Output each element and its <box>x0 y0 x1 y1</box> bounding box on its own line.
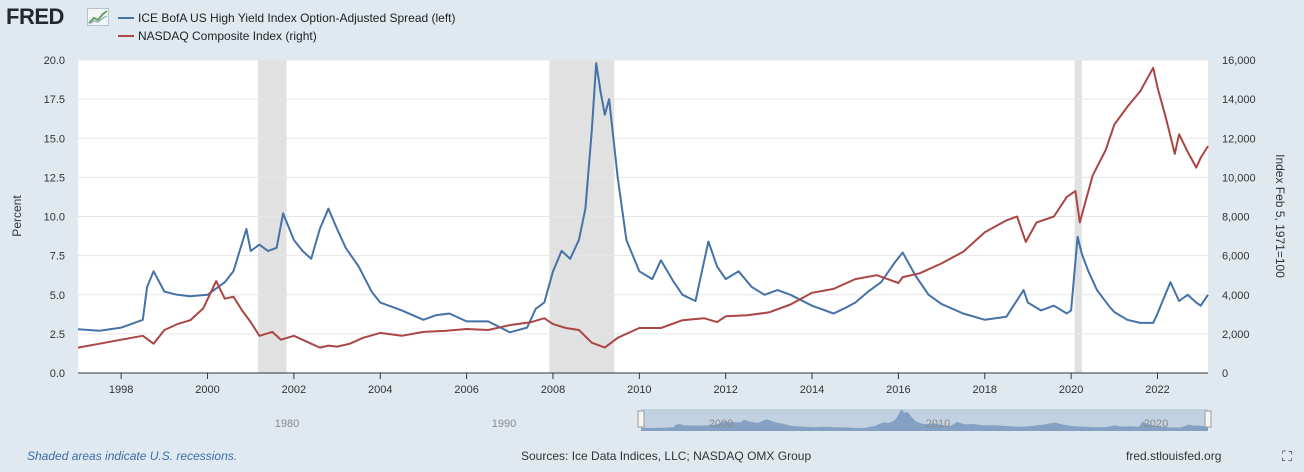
fred-logo[interactable]: FRED <box>6 4 64 29</box>
series-line-nasdaq <box>77 66 1209 349</box>
range-navigator[interactable]: 1980 1990 2000 2010 2020 <box>78 408 1212 432</box>
x-tick-label: 2020 <box>1059 384 1083 396</box>
right-tick-label: 0 <box>1222 368 1228 380</box>
legend-swatch-blue <box>118 17 134 19</box>
x-tick-label: 2010 <box>627 384 651 396</box>
x-tick-label: 2004 <box>368 384 392 396</box>
navigator-series-area <box>641 409 1208 431</box>
right-tick-label: 2,000 <box>1222 329 1250 341</box>
right-tick-label: 12,000 <box>1222 133 1256 145</box>
left-tick-label: 7.5 <box>50 251 65 263</box>
fullscreen-icon[interactable]: ⛶ <box>1282 448 1292 464</box>
left-tick-label: 20.0 <box>44 55 65 67</box>
right-tick-label: 6,000 <box>1222 251 1250 263</box>
x-tick-label: 2002 <box>282 384 306 396</box>
x-tick-label: 2016 <box>886 384 910 396</box>
left-tick-label: 5.0 <box>50 290 65 302</box>
x-tick-label: 2008 <box>541 384 565 396</box>
navigator-labels: 1980 1990 2000 2010 2020 <box>275 418 1168 430</box>
right-tick-label: 14,000 <box>1222 94 1256 106</box>
left-tick-label: 10.0 <box>44 212 65 224</box>
left-tick-label: 0.0 <box>50 368 65 380</box>
left-tick-label: 2.5 <box>50 329 65 341</box>
left-tick-label: 17.5 <box>44 94 65 106</box>
x-tick-label: 2012 <box>713 384 737 396</box>
navigator-year-label: 2010 <box>926 418 950 430</box>
legend-label-hy-spread: ICE BofA US High Yield Index Option-Adju… <box>138 11 456 25</box>
series-lines <box>77 62 1209 349</box>
chart-svg: 0.0 2.5 5.0 7.5 10.0 12.5 15.0 17.5 20.0 0 2,000 4… <box>10 55 1287 432</box>
fred-chart-icon <box>87 8 109 26</box>
left-tick-label: 15.0 <box>44 133 65 145</box>
left-tick-label: 12.5 <box>44 172 65 184</box>
x-tick-label: 2006 <box>454 384 478 396</box>
navigator-handle-left[interactable] <box>637 410 645 428</box>
x-axis-ticks: 1998 2000 2002 2004 2006 2008 2010 2012 2014 2016… <box>109 373 1170 396</box>
right-axis-ticks: 0 2,000 4,000 6,000 8,000 10,000 12,000 14,000 1… <box>1222 55 1256 380</box>
left-axis-label: Percent <box>10 195 24 237</box>
x-tick-label: 2000 <box>195 384 219 396</box>
chart-legend: ICE BofA US High Yield Index Option-Adju… <box>118 9 456 45</box>
sources-text: Sources: Ice Data Indices, LLC; NASDAQ O… <box>521 449 812 463</box>
right-tick-label: 4,000 <box>1222 290 1250 302</box>
legend-swatch-red <box>118 35 134 37</box>
navigator-year-label: 1980 <box>275 418 299 430</box>
x-tick-label: 2014 <box>800 384 824 396</box>
series-line-hy-spread <box>77 62 1209 334</box>
x-tick-label: 2022 <box>1145 384 1169 396</box>
right-tick-label: 16,000 <box>1222 55 1256 67</box>
navigator-year-label: 2000 <box>709 418 733 430</box>
x-tick-label: 2018 <box>973 384 997 396</box>
navigator-year-label: 2020 <box>1144 418 1168 430</box>
x-tick-label: 1998 <box>109 384 133 396</box>
navigator-handle-right[interactable] <box>1204 410 1212 428</box>
recession-note: Shaded areas indicate U.S. recessions. <box>27 449 238 463</box>
legend-label-nasdaq: NASDAQ Composite Index (right) <box>138 29 317 43</box>
right-tick-label: 10,000 <box>1222 172 1256 184</box>
left-axis-ticks: 0.0 2.5 5.0 7.5 10.0 12.5 15.0 17.5 20.0 <box>44 55 65 380</box>
right-tick-label: 8,000 <box>1222 212 1250 224</box>
right-axis-label: Index Feb 5, 1971=100 <box>1273 154 1287 278</box>
legend-item-hy-spread[interactable]: ICE BofA US High Yield Index Option-Adju… <box>118 9 456 27</box>
site-link[interactable]: fred.stlouisfed.org <box>1126 449 1222 463</box>
legend-item-nasdaq[interactable]: NASDAQ Composite Index (right) <box>118 27 456 45</box>
navigator-year-label: 1990 <box>492 418 516 430</box>
